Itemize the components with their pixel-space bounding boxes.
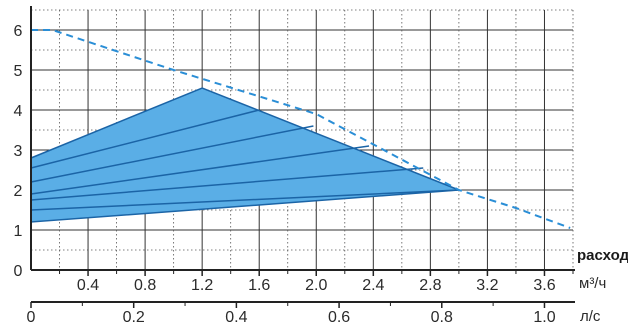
y-tick-label: 4: [14, 103, 23, 120]
x-tick-label-m3h: 1.2: [191, 277, 213, 294]
x-tick-label-m3h: 1.6: [248, 277, 270, 294]
x-tick-label-m3h: 0.8: [134, 277, 156, 294]
x-tick-label-m3h: 0.4: [77, 277, 99, 294]
x-tick-label-ls: 0.8: [431, 309, 453, 326]
y-tick-label: 5: [14, 63, 23, 80]
x-tick-label-ls: 1.0: [533, 309, 555, 326]
x-tick-label-ls: 0.4: [225, 309, 247, 326]
x-tick-label-m3h: 2.0: [305, 277, 327, 294]
x-tick-label-ls: 0.2: [123, 309, 145, 326]
x-axis-label: расход: [577, 247, 628, 264]
y-tick-label: 3: [14, 143, 23, 160]
y-tick-label: 1: [14, 223, 23, 240]
x-axis-unit-ls: л/с: [580, 308, 601, 325]
x-axis-unit-m3h: м³/ч: [579, 275, 606, 292]
y-tick-label: 6: [14, 23, 23, 40]
x-tick-label-m3h: 2.8: [419, 277, 441, 294]
plot-area: [31, 30, 570, 228]
x-tick-label-ls: 0.6: [328, 309, 350, 326]
x-tick-label-ls: 0: [27, 309, 36, 326]
x-tick-label-m3h: 2.4: [362, 277, 384, 294]
y-tick-label: 2: [14, 183, 23, 200]
x-tick-label-m3h: 3.2: [476, 277, 498, 294]
x-tick-label-m3h: 3.6: [533, 277, 555, 294]
y-tick-label: 0: [14, 263, 23, 280]
